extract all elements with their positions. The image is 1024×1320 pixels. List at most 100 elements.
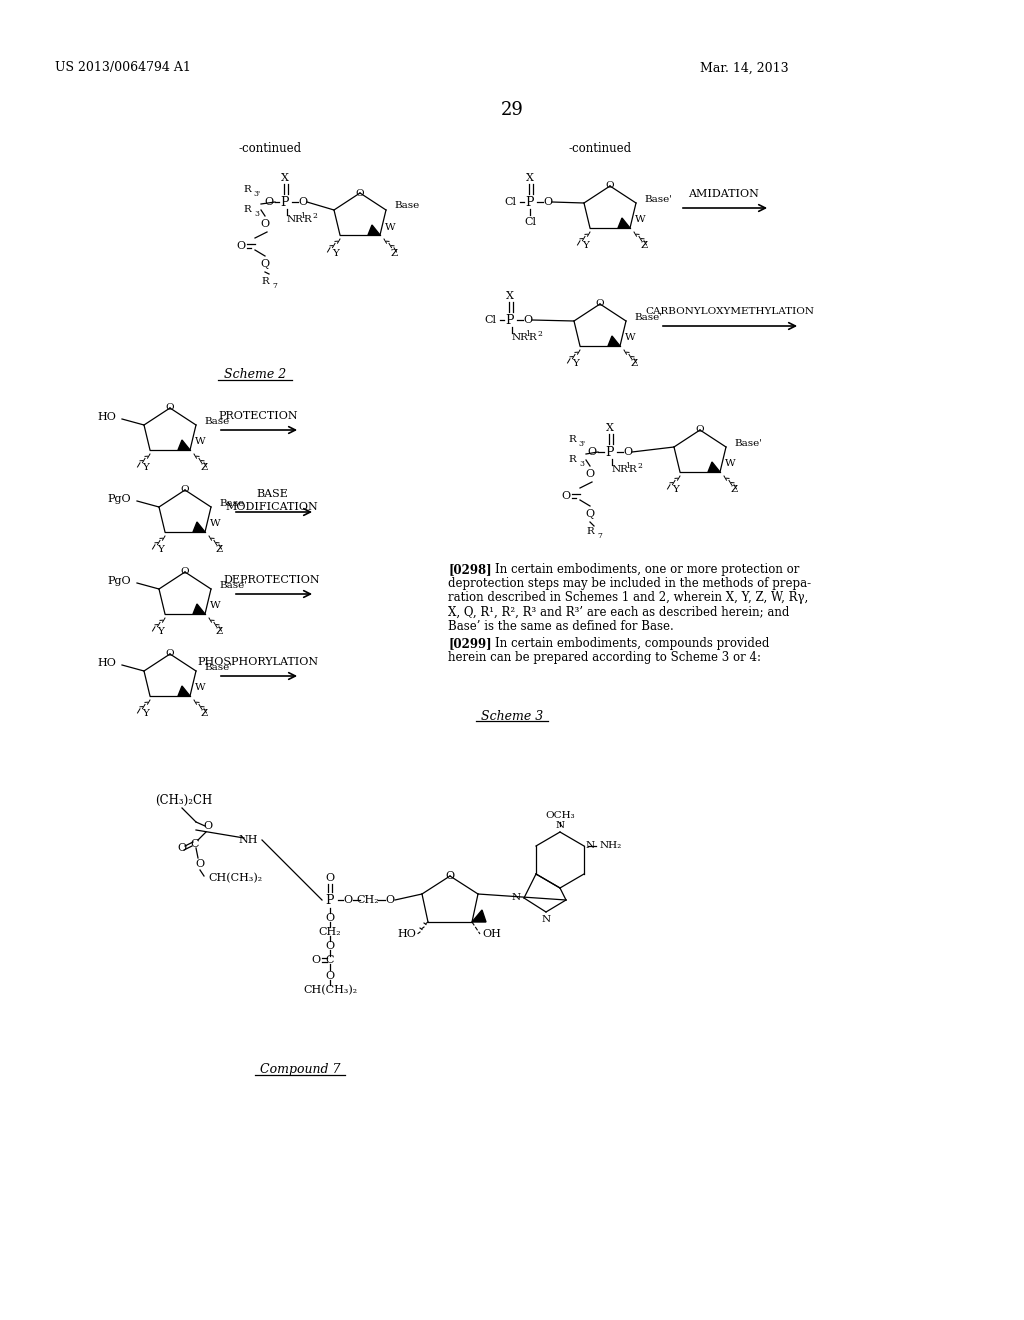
Text: US 2013/0064794 A1: US 2013/0064794 A1 <box>55 62 190 74</box>
Text: R: R <box>528 334 536 342</box>
Polygon shape <box>193 521 205 532</box>
Text: Y: Y <box>583 242 590 251</box>
Text: Scheme 3: Scheme 3 <box>481 710 543 722</box>
Text: Base: Base <box>394 202 419 210</box>
Text: O: O <box>355 189 365 198</box>
Text: C: C <box>190 840 200 849</box>
Text: P: P <box>606 446 614 458</box>
Text: Z: Z <box>201 463 208 473</box>
Text: CH(CH₃)₂: CH(CH₃)₂ <box>208 873 262 883</box>
Text: O: O <box>605 181 614 190</box>
Text: PgO: PgO <box>108 576 131 586</box>
Text: O: O <box>596 300 604 309</box>
Text: O: O <box>695 425 705 434</box>
Text: W: W <box>385 223 395 231</box>
Text: deprotection steps may be included in the methods of prepa-: deprotection steps may be included in th… <box>449 578 811 590</box>
Text: 3': 3' <box>579 440 586 447</box>
Text: HO: HO <box>97 657 116 668</box>
Text: ration described in Schemes 1 and 2, wherein X, Y, Z, W, Rγ,: ration described in Schemes 1 and 2, whe… <box>449 591 808 605</box>
Text: O: O <box>343 895 352 906</box>
Text: O: O <box>588 447 597 457</box>
Text: R: R <box>261 277 269 286</box>
Text: R: R <box>628 466 636 474</box>
Text: Y: Y <box>158 545 165 554</box>
Text: 1: 1 <box>301 213 305 220</box>
Text: X: X <box>281 173 289 183</box>
Text: 29: 29 <box>501 102 523 119</box>
Text: NR: NR <box>512 334 528 342</box>
Text: N: N <box>542 916 551 924</box>
Text: 1: 1 <box>525 330 530 338</box>
Text: Base': Base' <box>219 581 247 590</box>
Text: Compound 7: Compound 7 <box>260 1064 340 1077</box>
Text: 7: 7 <box>272 282 278 290</box>
Text: Z: Z <box>730 486 737 495</box>
Text: O: O <box>624 447 633 457</box>
Text: O: O <box>326 913 335 923</box>
Text: O: O <box>264 197 273 207</box>
Text: NR: NR <box>287 215 304 224</box>
Text: O: O <box>260 219 269 228</box>
Text: Y: Y <box>572 359 580 368</box>
Text: Z: Z <box>390 248 397 257</box>
Text: [0299]: [0299] <box>449 638 492 651</box>
Text: X: X <box>526 173 534 183</box>
Text: W: W <box>210 602 220 610</box>
Text: Z: Z <box>631 359 638 368</box>
Text: X: X <box>506 290 514 301</box>
Text: O: O <box>326 972 335 981</box>
Text: Base: Base <box>204 417 229 425</box>
Text: O: O <box>561 491 570 502</box>
Polygon shape <box>368 224 380 235</box>
Text: [0298]: [0298] <box>449 564 492 577</box>
Text: 3': 3' <box>253 190 260 198</box>
Text: NH: NH <box>239 836 258 845</box>
Text: O: O <box>177 843 186 853</box>
Text: 3: 3 <box>255 210 259 218</box>
Text: R: R <box>243 206 251 214</box>
Text: X: X <box>606 422 614 433</box>
Text: CARBONYLOXYMETHYLATION: CARBONYLOXYMETHYLATION <box>645 308 814 317</box>
Text: O: O <box>196 859 205 869</box>
Text: O: O <box>180 486 189 495</box>
Text: O: O <box>326 941 335 950</box>
Text: Y: Y <box>142 463 150 473</box>
Text: -continued: -continued <box>239 141 301 154</box>
Text: R: R <box>568 455 575 465</box>
Text: O: O <box>166 404 174 412</box>
Text: 2: 2 <box>312 213 317 220</box>
Text: CH(CH₃)₂: CH(CH₃)₂ <box>303 985 357 995</box>
Text: PgO: PgO <box>108 494 131 504</box>
Text: Y: Y <box>142 710 150 718</box>
Polygon shape <box>708 462 720 473</box>
Text: Base’ is the same as defined for Base.: Base’ is the same as defined for Base. <box>449 619 674 632</box>
Text: O: O <box>385 895 394 906</box>
Text: W: W <box>210 520 220 528</box>
Text: Q: Q <box>260 259 269 269</box>
Text: 1: 1 <box>626 462 631 470</box>
Text: Cl: Cl <box>524 216 536 227</box>
Text: Q: Q <box>586 510 595 519</box>
Polygon shape <box>193 605 205 614</box>
Text: R: R <box>303 215 311 224</box>
Text: (CH₃)₂CH: (CH₃)₂CH <box>155 793 212 807</box>
Polygon shape <box>472 909 486 921</box>
Text: O: O <box>180 568 189 577</box>
Text: Cl: Cl <box>484 315 496 325</box>
Text: DEPROTECTION: DEPROTECTION <box>223 576 321 585</box>
Text: herein can be prepared according to Scheme 3 or 4:: herein can be prepared according to Sche… <box>449 652 761 664</box>
Text: Base': Base' <box>644 194 672 203</box>
Text: O: O <box>166 649 174 659</box>
Text: P: P <box>281 195 289 209</box>
Polygon shape <box>178 686 190 696</box>
Text: O: O <box>326 873 335 883</box>
Text: W: W <box>195 437 206 446</box>
Text: O: O <box>544 197 553 207</box>
Text: O: O <box>204 821 213 832</box>
Text: CH₂: CH₂ <box>356 895 379 906</box>
Text: O: O <box>586 469 595 479</box>
Text: W: W <box>725 459 735 469</box>
Text: In certain embodiments, compounds provided: In certain embodiments, compounds provid… <box>495 638 769 651</box>
Text: O: O <box>311 954 321 965</box>
Text: NH₂: NH₂ <box>600 842 623 850</box>
